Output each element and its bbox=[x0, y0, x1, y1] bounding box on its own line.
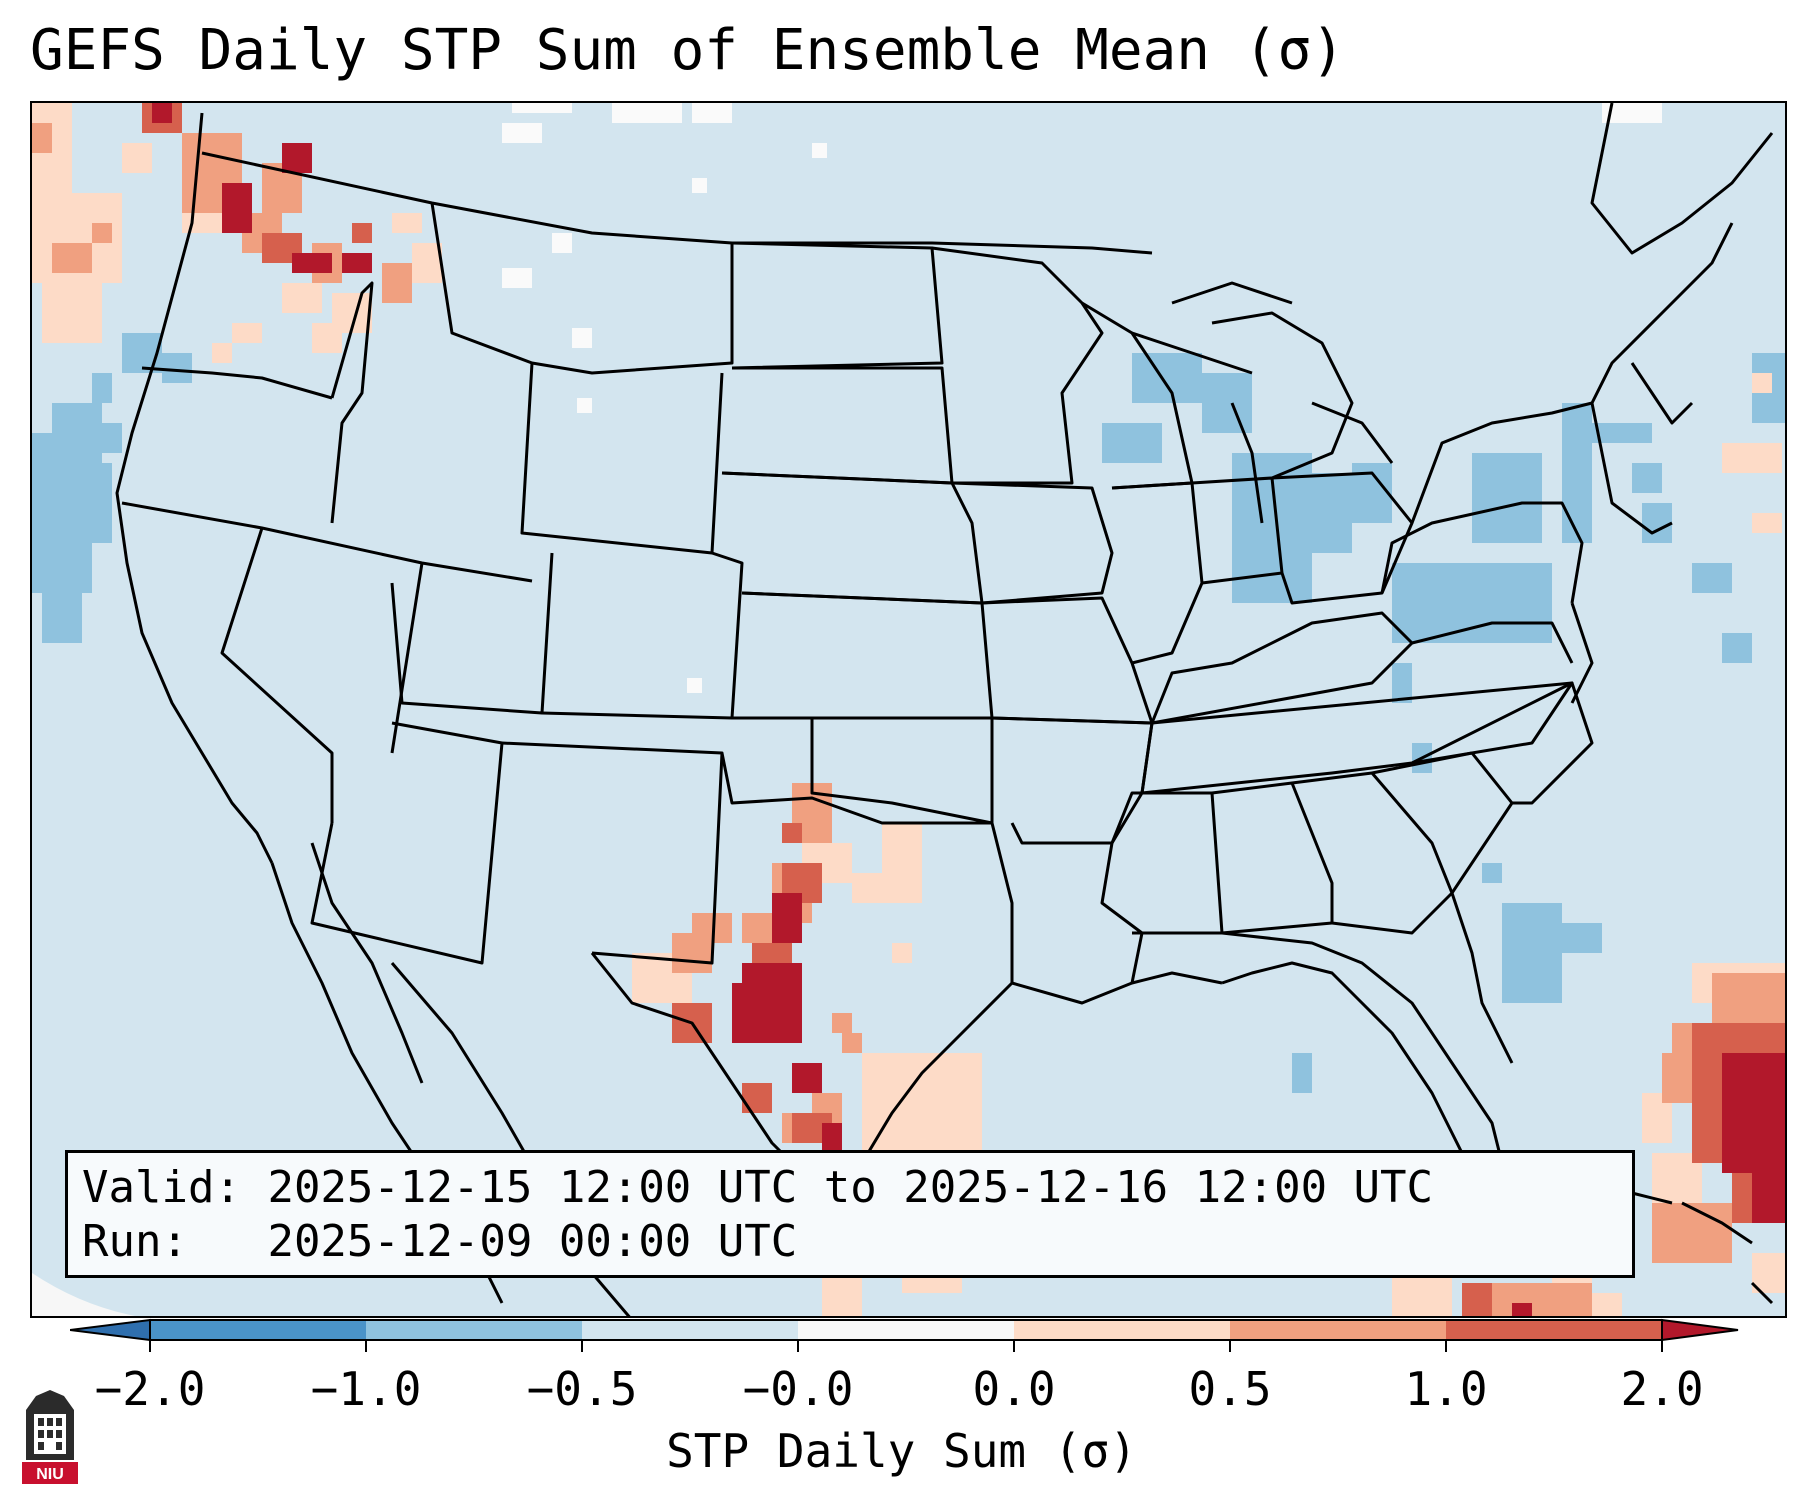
valid-label: Valid: bbox=[82, 1162, 241, 1213]
valid-value: 2025-12-15 12:00 UTC to 2025-12-16 12:00… bbox=[267, 1162, 1434, 1213]
colorbar-tick-label: −0.0 bbox=[742, 1362, 854, 1416]
weak-positive-patches bbox=[32, 103, 1785, 1316]
colorbar-segment bbox=[150, 1320, 366, 1340]
colorbar-segment bbox=[1446, 1320, 1662, 1340]
run-label: Run: bbox=[82, 1216, 188, 1267]
off-domain-area bbox=[32, 1273, 136, 1316]
logo-text: NIU bbox=[36, 1466, 64, 1483]
colorbar-title: STP Daily Sum (σ) bbox=[666, 1424, 1137, 1478]
colorbar-extend-low bbox=[70, 1318, 151, 1342]
colorbar-tick-label: 0.5 bbox=[1188, 1362, 1272, 1416]
colorbar-segment bbox=[798, 1320, 1014, 1340]
colorbar bbox=[70, 1318, 1739, 1352]
map-title: GEFS Daily STP Sum of Ensemble Mean (σ) bbox=[30, 18, 1345, 83]
run-value: 2025-12-09 00:00 UTC bbox=[267, 1216, 798, 1267]
map-panel bbox=[30, 101, 1787, 1318]
niu-logo: NIU bbox=[22, 1390, 78, 1484]
colorbar-tick-label: 1.0 bbox=[1404, 1362, 1488, 1416]
negative-anomaly-patches bbox=[32, 333, 1785, 1093]
colorbar-tick-label: 2.0 bbox=[1620, 1362, 1704, 1416]
colorbar-segment bbox=[1014, 1320, 1230, 1340]
colorbar-tick-label: −0.5 bbox=[526, 1362, 638, 1416]
colorbar-tick-label: −1.0 bbox=[310, 1362, 422, 1416]
colorbar-segment bbox=[1230, 1320, 1446, 1340]
colorbar-segment bbox=[582, 1320, 798, 1340]
very-strong-positive-patches bbox=[152, 103, 1785, 1316]
colorbar-tick-label: 0.0 bbox=[972, 1362, 1056, 1416]
map-canvas bbox=[32, 103, 1785, 1316]
colorbar-tick-label: −2.0 bbox=[94, 1362, 206, 1416]
info-box: Valid: 2025-12-15 12:00 UTC to 2025-12-1… bbox=[65, 1150, 1635, 1278]
colorbar-outline bbox=[149, 1319, 1663, 1341]
colorbar-extend-high bbox=[1661, 1318, 1739, 1342]
colorbar-ticks bbox=[149, 1340, 1663, 1352]
state-borders bbox=[115, 103, 1774, 1316]
colorbar-segment bbox=[366, 1320, 582, 1340]
neutral-patches bbox=[502, 103, 1662, 693]
